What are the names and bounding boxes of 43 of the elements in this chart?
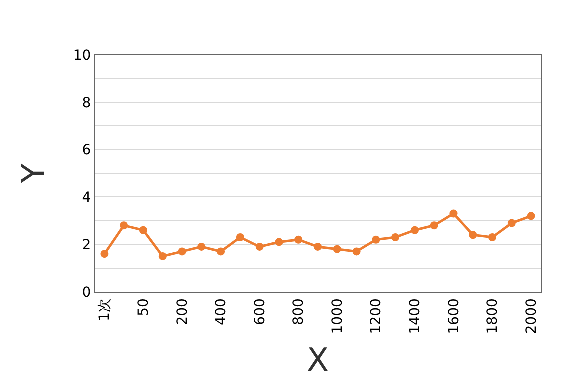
x-tick-label: 1400 xyxy=(408,298,424,334)
x-tick-label: 200 xyxy=(174,298,191,326)
x-tick-label: 400 xyxy=(214,298,230,326)
x-tick-label: 1次 xyxy=(97,298,114,322)
y-tick-label: 0 xyxy=(82,284,92,301)
point xyxy=(198,242,206,251)
x-axis-title: X xyxy=(307,341,329,380)
point xyxy=(372,236,380,244)
point xyxy=(256,242,264,251)
point xyxy=(488,233,497,242)
point xyxy=(236,233,244,242)
x-tick-label: 2000 xyxy=(524,298,540,334)
y-tick-label: 10 xyxy=(73,48,92,64)
point xyxy=(294,236,303,244)
y-tick-label: 6 xyxy=(82,142,92,159)
point xyxy=(430,222,438,230)
point xyxy=(527,212,536,220)
y-axis-title: Y xyxy=(14,163,53,184)
x-tick-label: 800 xyxy=(291,298,308,326)
x-tick-label: 50 xyxy=(136,298,152,316)
point xyxy=(410,226,419,234)
point xyxy=(158,252,167,260)
x-tick-label: 600 xyxy=(252,298,268,326)
point xyxy=(275,238,284,246)
point xyxy=(120,222,128,230)
point xyxy=(139,226,148,234)
y-tick-label: 8 xyxy=(82,95,92,112)
y-tick-label: 2 xyxy=(82,238,92,254)
point xyxy=(450,210,458,218)
x-tick-label: 1200 xyxy=(368,298,385,334)
point xyxy=(392,233,400,242)
point xyxy=(333,245,342,254)
x-tick-label: 1000 xyxy=(330,298,346,334)
x-tick-label: 1800 xyxy=(485,298,502,334)
point xyxy=(508,219,516,228)
point xyxy=(469,231,478,240)
point xyxy=(217,248,226,256)
point xyxy=(314,242,322,251)
point xyxy=(178,248,186,256)
x-tick-label: 1600 xyxy=(446,298,462,334)
point xyxy=(352,248,361,256)
point xyxy=(100,250,109,258)
y-tick-label: 4 xyxy=(82,190,92,206)
